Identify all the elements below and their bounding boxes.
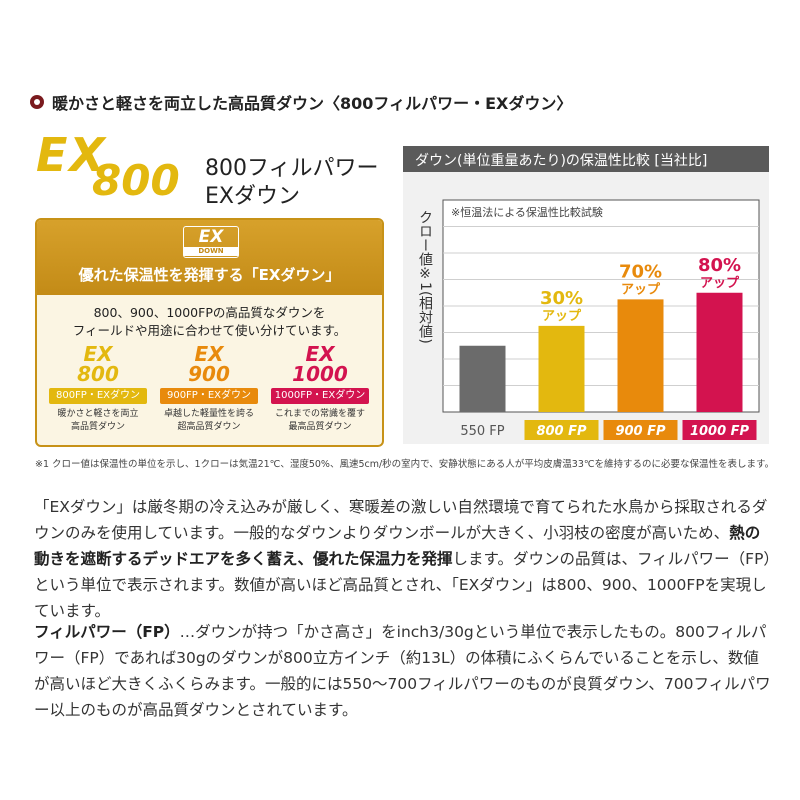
panel-header: EX DOWN 優れた保温性を発揮する「EXダウン」	[37, 220, 382, 295]
chart-title: ダウン(単位重量あたり)の保温性比較 [当社比]	[415, 150, 707, 170]
chart-title-text: ダウン(単位重量あたり)の保温性比較	[415, 153, 650, 169]
bar-annotation-pct: 30%	[540, 288, 583, 309]
variant-label: 1000FP・EXダウン	[271, 388, 369, 404]
variant-desc2: 超高品質ダウン	[177, 422, 241, 432]
bar-1	[538, 325, 585, 412]
section-heading: 暖かさと軽さを両立した高品質ダウン〈800フィルパワー・EXダウン〉	[30, 90, 572, 114]
category-label: 800 FP	[536, 424, 587, 439]
variant-desc2: 最高品質ダウン	[288, 422, 352, 432]
variant-1000: EX 1000 1000FP・EXダウン これまでの常識を覆す 最高品質ダウン	[269, 344, 371, 434]
logo-title-line2: EXダウン	[205, 184, 300, 209]
paragraph-fill-power: フィルパワー（FP）…ダウンが持つ「かさ高さ」をinch3/30gという単位で表…	[34, 619, 774, 723]
variant-label: 900FP・EXダウン	[160, 388, 258, 404]
variant-number: 1000	[292, 362, 348, 386]
bullet-circle-icon	[30, 95, 44, 109]
ex-down-panel: EX DOWN 優れた保温性を発揮する「EXダウン」 800、900、1000F…	[35, 218, 384, 447]
chart-title-bar: ダウン(単位重量あたり)の保温性比較 [当社比]	[403, 146, 769, 172]
badge-down: DOWN	[184, 247, 238, 256]
chart-note: ※恒温法による保温性比較試験	[451, 205, 603, 219]
variant-desc1: 暖かさと軽さを両立	[57, 409, 139, 419]
para1-text2: します。ダウンの品質は、フィルパワー（FP）という単位で表示されます。数値が高い…	[34, 550, 772, 620]
para1-bold: 熱の動きを遮断するデッドエアを多く蓄え、優れた保温力を発揮	[34, 524, 761, 568]
variant-ex: EX	[305, 342, 335, 366]
y-axis-label: クロー値※1(相対値)	[417, 210, 433, 344]
variant-label: 800FP・EXダウン	[49, 388, 147, 404]
category-label-bg	[682, 420, 757, 440]
category-label: 550 FP	[460, 424, 504, 439]
logo-number: 800	[92, 156, 180, 205]
bar-annotation-pct: 80%	[698, 255, 741, 276]
footnote: ※1 クロー値は保温性の単位を示し、1クローは気温21℃、湿度50%、風速5cm…	[35, 459, 775, 470]
panel-description-line1: 800、900、1000FPの高品質なダウンを	[93, 305, 326, 320]
variant-ex: EX	[194, 342, 224, 366]
category-label: 1000 FP	[690, 424, 750, 439]
para1-text1: 「EXダウン」は厳冬期の冷え込みが厳しく、寒暖差の激しい自然環境で育てられた水鳥…	[34, 498, 768, 542]
category-label-bg	[603, 420, 678, 440]
variant-800: EX 800 800FP・EXダウン 暖かさと軽さを両立 高品質ダウン	[47, 344, 149, 434]
para2-text: …ダウンが持つ「かさ高さ」をinch3/30gという単位で表示したもの。800フ…	[34, 623, 771, 719]
bar-3	[696, 292, 743, 412]
chart-title-note: [当社比]	[654, 153, 708, 169]
logo-title-line1: 800フィルパワー	[205, 156, 379, 181]
bar-0	[459, 345, 506, 412]
panel-title: 優れた保温性を発揮する「EXダウン」	[78, 266, 341, 284]
variant-900: EX 900 900FP・EXダウン 卓越した軽量性を誇る 超高品質ダウン	[158, 344, 260, 434]
logo-ex: EX	[36, 128, 107, 182]
bar-2	[617, 299, 664, 412]
badge-ex: EX	[198, 227, 224, 247]
variant-ex: EX	[83, 342, 113, 366]
variant-desc1: 卓越した軽量性を誇る	[163, 409, 254, 419]
panel-description-line2: フィールドや用途に合わせて使い分けています。	[72, 323, 347, 338]
category-label: 900 FP	[615, 424, 666, 439]
bar-annotation-text: アップ	[621, 282, 661, 297]
bar-annotation-text: アップ	[700, 276, 740, 291]
category-label-bg	[524, 420, 599, 440]
variant-desc1: これまでの常識を覆す	[274, 409, 365, 419]
heading-text: 暖かさと軽さを両立した高品質ダウン〈800フィルパワー・EXダウン〉	[52, 94, 573, 113]
paragraph-ex-down: 「EXダウン」は厳冬期の冷え込みが厳しく、寒暖差の激しい自然環境で育てられた水鳥…	[34, 494, 774, 624]
para2-bold: フィルパワー（FP）	[34, 623, 180, 641]
variant-number: 900	[188, 362, 230, 386]
bar-annotation-pct: 70%	[619, 261, 662, 282]
ex-down-badge: EX DOWN	[183, 226, 239, 258]
variant-number: 800	[77, 362, 119, 386]
variant-desc2: 高品質ダウン	[70, 422, 125, 432]
bar-annotation-text: アップ	[542, 309, 582, 324]
